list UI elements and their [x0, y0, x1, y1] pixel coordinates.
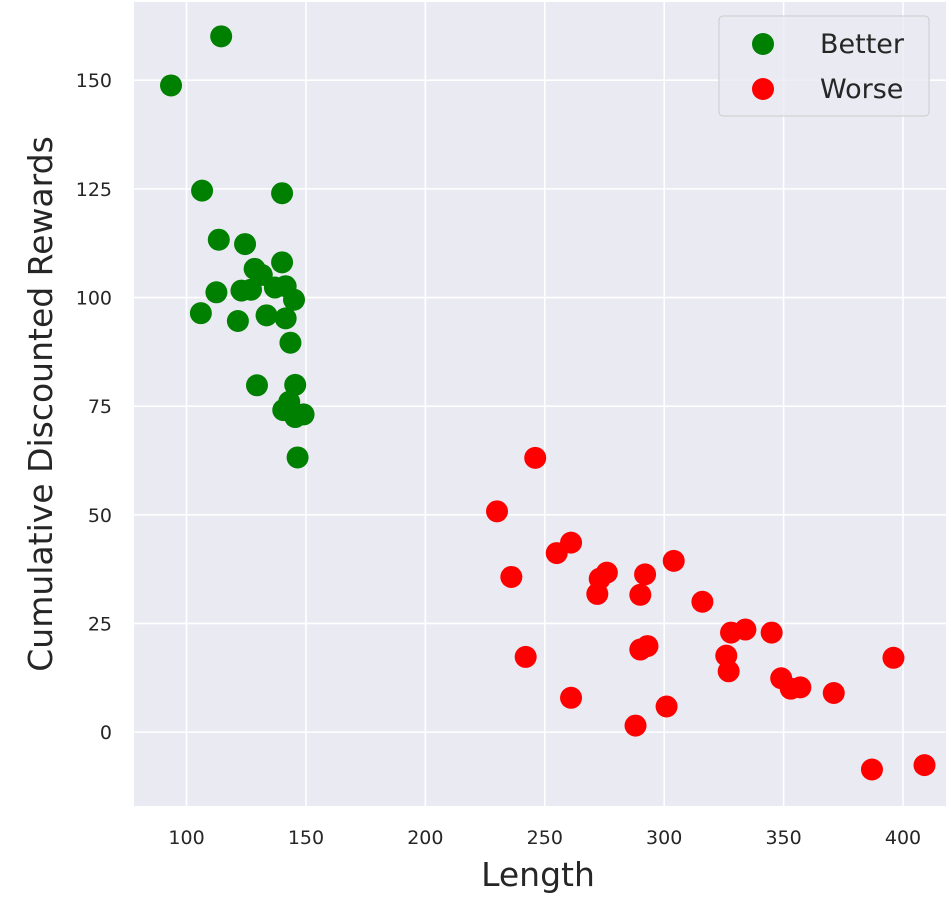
x-tick-label: 250	[527, 827, 563, 849]
legend-marker-better	[752, 33, 774, 55]
data-point-better	[279, 331, 302, 354]
data-point-better	[286, 446, 309, 469]
y-tick-label: 0	[100, 722, 112, 744]
data-point-better	[283, 288, 306, 311]
data-point-worse	[860, 758, 883, 781]
x-tick-label: 400	[885, 827, 921, 849]
data-point-better	[271, 251, 294, 274]
data-point-worse	[655, 695, 678, 718]
data-point-worse	[545, 542, 568, 565]
data-point-better	[226, 309, 249, 332]
legend-marker-worse	[752, 78, 774, 100]
y-tick-label: 75	[88, 396, 112, 418]
data-point-worse	[624, 714, 647, 737]
data-point-worse	[789, 676, 812, 699]
data-point-worse	[882, 646, 905, 669]
x-tick-label: 300	[646, 827, 682, 849]
data-point-better	[240, 278, 263, 301]
data-point-better	[274, 307, 297, 330]
y-tick-label: 100	[76, 288, 112, 310]
tick-labels: 100 150 200 250 300 350 400 0 25 50 75 100 125 150	[76, 70, 921, 849]
data-point-worse	[514, 645, 537, 668]
data-point-worse	[629, 638, 652, 661]
data-point-worse	[629, 583, 652, 606]
data-point-worse	[560, 686, 583, 709]
x-tick-label: 100	[168, 827, 204, 849]
data-point-better	[284, 373, 307, 396]
y-axis-label: Cumulative Discounted Rewards	[21, 136, 60, 672]
data-point-worse	[500, 565, 523, 588]
x-tick-label: 150	[288, 827, 324, 849]
data-point-worse	[662, 549, 685, 572]
data-point-better	[207, 228, 230, 251]
data-point-better	[160, 74, 183, 97]
data-point-worse	[586, 582, 609, 605]
y-tick-label: 150	[76, 70, 112, 92]
data-point-worse	[720, 621, 743, 644]
data-point-better	[292, 403, 315, 426]
y-tick-label: 125	[76, 179, 112, 201]
data-point-better	[245, 374, 268, 397]
x-tick-label: 200	[407, 827, 443, 849]
y-tick-label: 25	[88, 613, 112, 635]
data-point-worse	[822, 682, 845, 705]
data-points	[160, 25, 936, 781]
data-point-better	[234, 233, 257, 256]
data-point-worse	[760, 621, 783, 644]
data-point-better	[189, 302, 212, 325]
data-point-better	[205, 281, 228, 304]
y-tick-label: 50	[88, 505, 112, 527]
data-point-better	[210, 25, 233, 48]
plot-area	[134, 2, 946, 806]
x-tick-label: 350	[765, 827, 801, 849]
data-point-worse	[717, 660, 740, 683]
legend-label-worse: Worse	[820, 74, 903, 105]
data-point-better	[255, 304, 278, 327]
data-point-worse	[913, 754, 936, 777]
data-point-worse	[486, 500, 509, 523]
data-point-worse	[634, 563, 657, 586]
data-point-better	[191, 179, 214, 202]
data-point-worse	[524, 446, 547, 469]
legend: Better Worse	[718, 15, 930, 117]
x-axis-label: Length	[481, 855, 595, 894]
legend-label-better: Better	[820, 29, 905, 60]
data-point-worse	[691, 590, 714, 613]
data-point-better	[271, 182, 294, 205]
